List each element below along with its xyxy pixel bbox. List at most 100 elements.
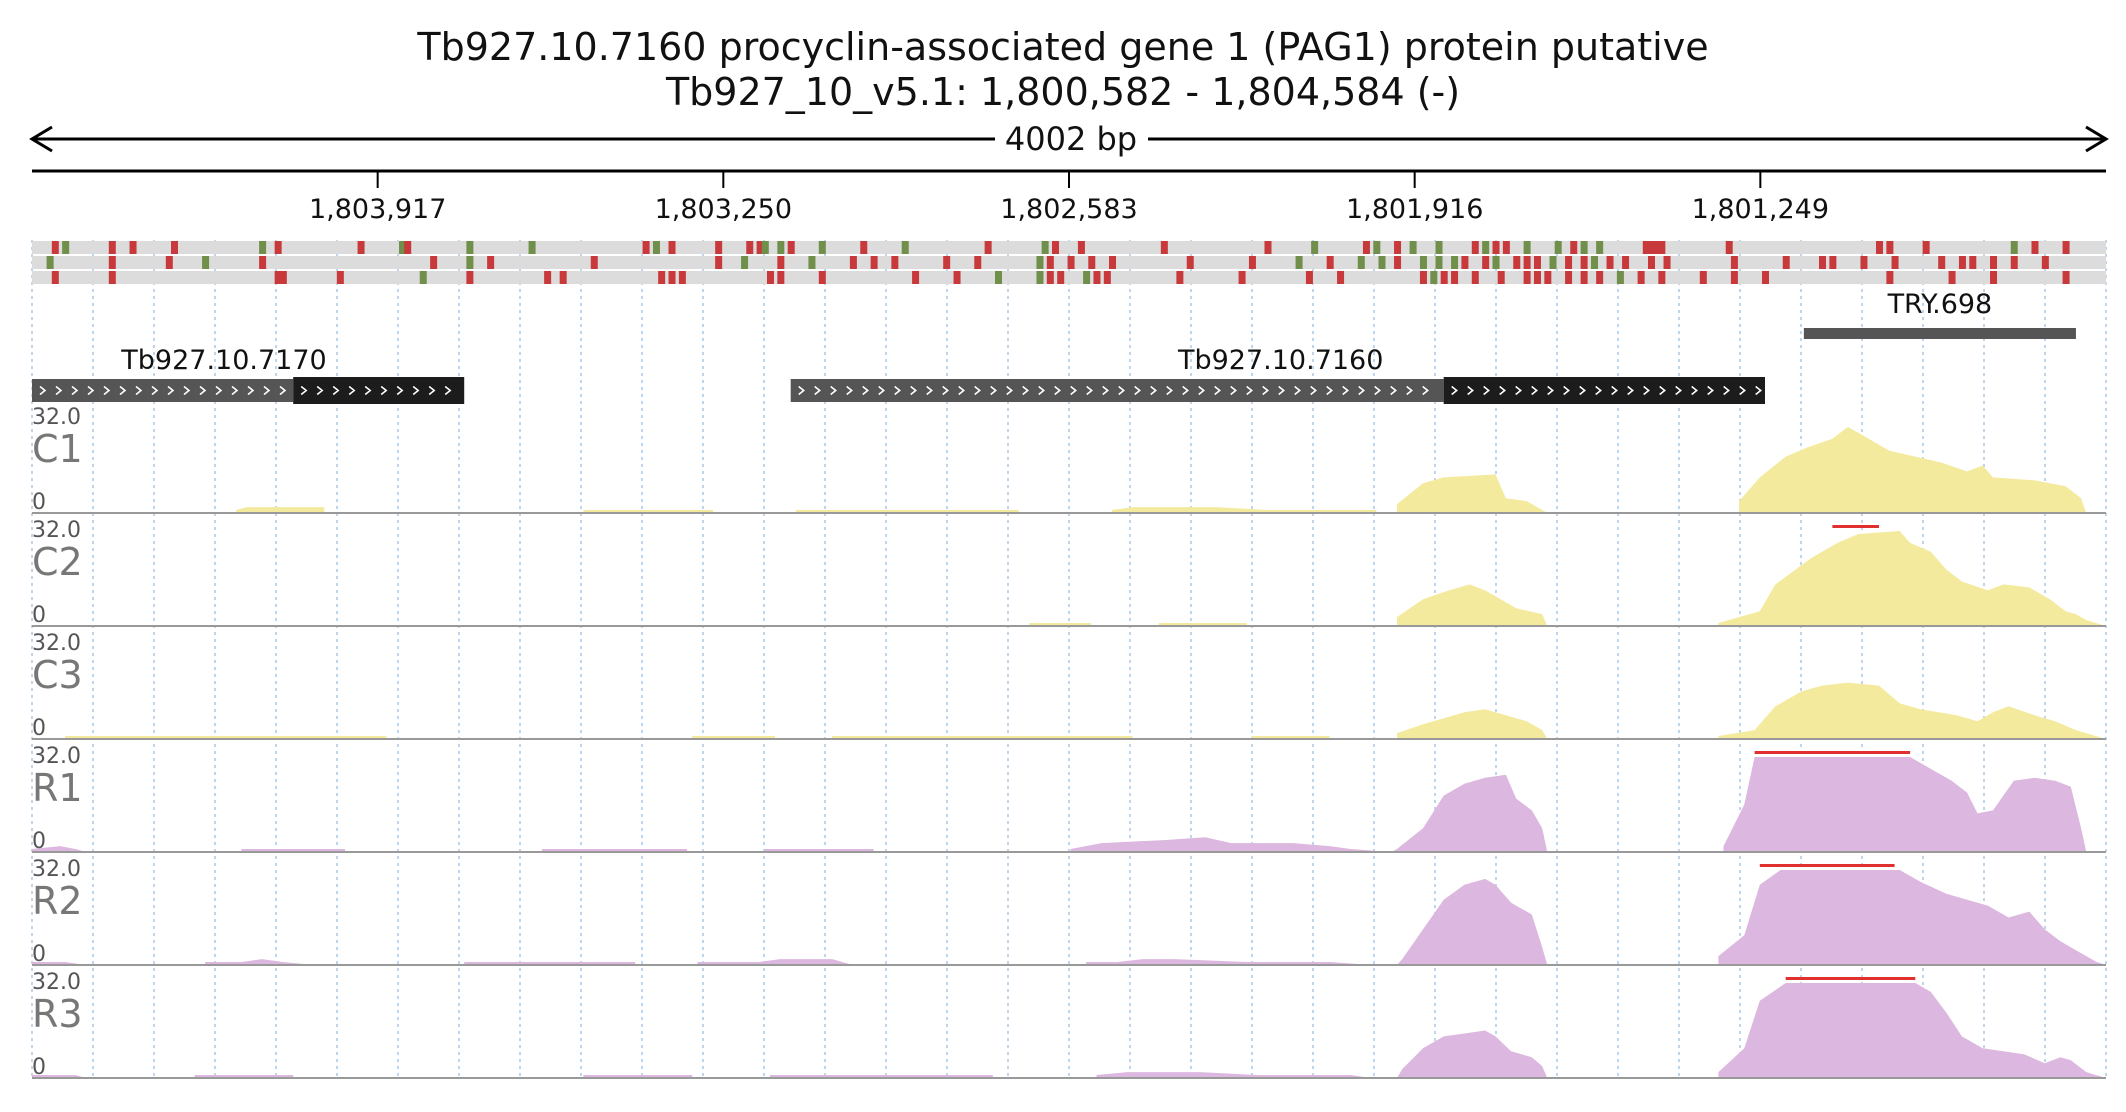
track-min-label: 0	[32, 1055, 46, 1080]
variant-mark	[1451, 271, 1459, 284]
variant-mark	[2010, 256, 2018, 269]
track-max-label: 32.0	[32, 970, 81, 995]
track-name-label: C2	[32, 540, 83, 584]
variant-mark	[51, 241, 59, 254]
variant-mark	[336, 271, 344, 284]
variant-mark	[891, 256, 899, 269]
variant-mark	[466, 256, 474, 269]
variant-mark	[1549, 256, 1557, 269]
span-length-label: 4002 bp	[1005, 120, 1137, 158]
variant-mark	[761, 241, 769, 254]
span-arrow: 4002 bp	[29, 120, 2109, 158]
variant-mark	[1186, 256, 1194, 269]
variant-mark	[818, 241, 826, 254]
track-max-label: 32.0	[32, 631, 81, 656]
track-min-label: 0	[32, 490, 46, 515]
variant-mark	[1461, 256, 1469, 269]
gene-track: Tb927.10.7170 Tb927.10.7160	[32, 345, 1765, 404]
variant-track	[32, 241, 2106, 284]
variant-mark	[1948, 271, 1956, 284]
variant-mark	[1658, 241, 1666, 254]
variant-mark	[777, 271, 785, 284]
variant-mark	[399, 241, 407, 254]
variant-mark	[1326, 256, 1334, 269]
variant-mark	[544, 271, 552, 284]
variant-mark	[2062, 271, 2070, 284]
track-name-label: C3	[32, 653, 83, 697]
variant-mark	[202, 256, 210, 269]
variant-mark	[1580, 256, 1588, 269]
variant-mark	[46, 256, 54, 269]
variant-mark	[1482, 256, 1490, 269]
clipped-marker	[1832, 525, 1880, 528]
variant-mark	[642, 241, 650, 254]
variant-mark	[1046, 271, 1054, 284]
variant-mark	[1596, 241, 1604, 254]
variant-mark	[108, 241, 116, 254]
variant-mark	[1440, 271, 1448, 284]
variant-mark	[943, 256, 951, 269]
track-min-label: 0	[32, 829, 46, 854]
variant-mark	[1958, 256, 1966, 269]
variant-mark	[1642, 241, 1650, 254]
variant-mark	[165, 256, 173, 269]
variant-mark	[912, 271, 920, 284]
variant-mark	[1052, 241, 1060, 254]
variant-mark	[668, 271, 676, 284]
variant-mark	[1409, 241, 1417, 254]
strand-chevrons	[300, 385, 452, 396]
variant-mark	[766, 271, 774, 284]
variant-mark	[279, 271, 287, 284]
variant-mark	[590, 256, 598, 269]
variant-mark	[404, 241, 412, 254]
variant-mark	[1544, 271, 1552, 284]
variant-mark	[1430, 271, 1438, 284]
ruler-tick-label: 1,801,249	[1692, 194, 1829, 225]
variant-mark	[1663, 256, 1671, 269]
variant-mark	[1523, 271, 1531, 284]
variant-mark	[466, 241, 474, 254]
variant-mark	[678, 271, 686, 284]
variant-mark	[108, 271, 116, 284]
coverage-area	[32, 682, 2106, 739]
gene-label: Tb927.10.7160	[1177, 345, 1383, 376]
track-name-label: R1	[32, 766, 83, 810]
variant-mark	[668, 241, 676, 254]
variant-mark	[1565, 256, 1573, 269]
variant-mark	[1046, 256, 1054, 269]
variant-mark	[1041, 241, 1049, 254]
variant-mark	[1394, 241, 1402, 254]
variant-mark	[259, 241, 267, 254]
variant-mark	[1580, 241, 1588, 254]
variant-mark	[1160, 241, 1168, 254]
variant-mark	[51, 271, 59, 284]
feature-label: TRY.698	[1887, 289, 1993, 320]
variant-mark	[870, 256, 878, 269]
variant-mark	[1922, 241, 1930, 254]
variant-mark	[1109, 256, 1117, 269]
strand-chevrons	[1451, 385, 1762, 396]
span-arrow-right-head	[2085, 125, 2109, 153]
variant-mark	[274, 241, 282, 254]
variant-mark	[357, 241, 365, 254]
variant-mark	[1088, 256, 1096, 269]
variant-mark	[1886, 241, 1894, 254]
coverage-track-c2: 32.0 0 C2	[32, 518, 2106, 628]
variant-mark	[1570, 241, 1578, 254]
track-name-label: R2	[32, 879, 83, 923]
variant-mark	[170, 241, 178, 254]
chart-title-location: Tb927_10_v5.1: 1,800,582 - 1,804,584 (-)	[665, 70, 1461, 114]
variant-mark	[1523, 256, 1531, 269]
variant-mark	[715, 241, 723, 254]
variant-mark	[1513, 256, 1521, 269]
variant-mark	[1435, 241, 1443, 254]
track-max-label: 32.0	[32, 857, 81, 882]
variant-mark	[984, 241, 992, 254]
variant-mark	[2010, 241, 2018, 254]
variant-mark	[808, 256, 816, 269]
coverage-tracks: 32.00C132.00C232.00C332.00R132.00R232.00…	[32, 405, 2106, 1080]
clipped-marker	[1785, 977, 1916, 980]
variant-mark	[777, 256, 785, 269]
variant-row	[32, 241, 2106, 254]
